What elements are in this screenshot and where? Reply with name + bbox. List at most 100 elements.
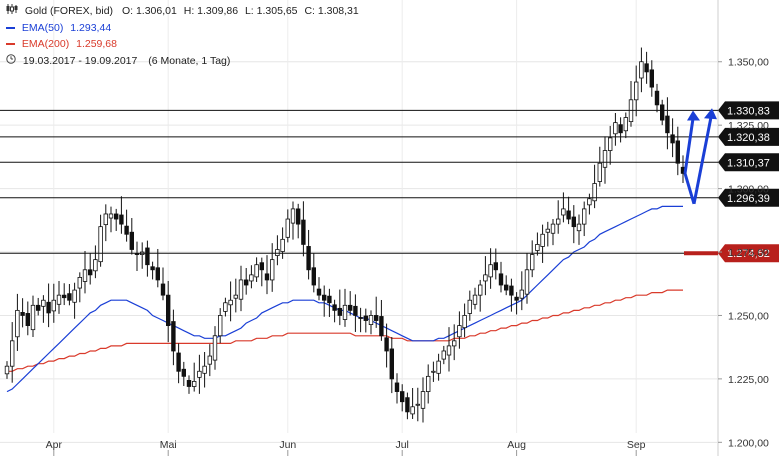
candle-body (347, 304, 353, 311)
candle-body (30, 304, 36, 331)
candle-body (405, 397, 410, 413)
candle-body (488, 264, 493, 278)
candle-body (41, 299, 46, 307)
period: (6 Monate, 1 Tag) (148, 54, 231, 67)
candle-body (186, 380, 192, 387)
open-value: O: 1.306,01 (121, 4, 177, 17)
x-tick-label: Jul (395, 439, 408, 451)
candle-body (613, 122, 618, 135)
candle-body (420, 391, 426, 409)
candle-body (114, 213, 119, 220)
candle-body (587, 198, 592, 206)
low-value: L: 1.305,65 (244, 4, 298, 17)
level-price-label: 1.310,37 (727, 157, 770, 169)
candle-body (217, 315, 223, 337)
candle-body (285, 218, 290, 238)
candle-body (462, 315, 467, 329)
candle-body (197, 370, 202, 378)
candle-body (436, 360, 441, 374)
candle-body (493, 262, 498, 271)
candle-body (675, 140, 680, 164)
horizontal-levels[interactable]: 1.330,83 1.320,38 1.310,37 1.296,39 1.274,52 (0, 101, 779, 263)
candle-body (150, 266, 155, 271)
candle-body (202, 365, 207, 374)
candle-body (597, 162, 602, 182)
projection-up-arrow-2 (692, 116, 713, 205)
candle-body (88, 269, 93, 276)
candle-body (556, 218, 561, 225)
candle-body (337, 307, 342, 316)
candle-body (410, 406, 415, 415)
candle-body (67, 293, 72, 301)
candle-body (124, 225, 129, 235)
candle-body (207, 355, 212, 365)
level-price-tag (718, 244, 779, 263)
candle-body (561, 208, 566, 216)
candle-body (36, 304, 41, 311)
candle-body (457, 325, 462, 338)
candle-body (571, 216, 576, 228)
x-tick-label: Apr (46, 439, 63, 451)
candle-body (639, 61, 644, 79)
candle-body (98, 226, 103, 263)
candle-body (327, 295, 332, 304)
candle-body (384, 337, 389, 352)
candle-body (623, 117, 628, 132)
close-value: C: 1.308,31 (304, 4, 359, 17)
ema200-line (7, 289, 683, 372)
high-value: H: 1.309,86 (183, 4, 239, 17)
candle-body (238, 279, 244, 300)
projection-down-stroke (683, 172, 696, 205)
candle-body (311, 267, 316, 286)
candle-body (145, 247, 150, 266)
candle-body (363, 315, 368, 321)
candle-body (62, 294, 67, 299)
y-tick-label: 1.350,00 (728, 57, 769, 69)
level-price-label: 1.296,39 (727, 193, 770, 205)
candle-body (155, 267, 160, 281)
candle-body (176, 352, 181, 372)
y-tick-label: 1.250,00 (728, 310, 769, 322)
candle-body (77, 276, 82, 289)
candle-body (46, 301, 51, 314)
candle-body (72, 289, 77, 303)
candle-body (550, 223, 556, 234)
x-tick-label: Sep (627, 439, 646, 451)
level-price-label: 1.330,83 (727, 105, 770, 117)
candle-body (171, 321, 176, 352)
candle-body (243, 279, 249, 286)
y-tick-label: 1.200,00 (728, 437, 769, 449)
candle-body (259, 262, 264, 271)
instrument-name: Gold (FOREX, bid) (24, 4, 114, 17)
projection-arrows (683, 108, 717, 205)
candle-body (431, 370, 436, 373)
candle-body (535, 244, 540, 251)
candle-body (576, 223, 582, 232)
candle-body (644, 63, 649, 73)
candle-body (373, 315, 379, 321)
candle-body (503, 284, 509, 291)
candle-body (592, 183, 597, 202)
date-range: 19.03.2017 - 19.09.2017 (22, 54, 138, 67)
candle-body (446, 345, 452, 356)
candle-body (514, 296, 519, 301)
level-price-tag (718, 127, 779, 146)
candle-body (670, 134, 675, 144)
ema50-label: EMA(50) (21, 22, 64, 34)
candle-body (582, 208, 587, 225)
candle-body (15, 309, 20, 338)
ema200-label: EMA(200) (21, 38, 70, 50)
candle-body (660, 104, 665, 121)
candle-body (472, 294, 478, 305)
candle-body (129, 231, 134, 250)
y-axis: 1.200,00 1.225,00 1.250,00 1.275,00 1.300,00… (718, 57, 769, 449)
level-price-label: 1.274,52 (727, 248, 770, 260)
x-axis: Apr Mai Jun Jul Aug Sep (46, 439, 646, 456)
y-tick-label: 1.275,00 (728, 247, 769, 259)
candle-body (379, 316, 384, 337)
ema200-path (7, 289, 683, 372)
legend-ema50: EMA(50) 1.293,44 (6, 22, 111, 35)
candle-body (290, 208, 296, 224)
candle-body (451, 340, 457, 347)
